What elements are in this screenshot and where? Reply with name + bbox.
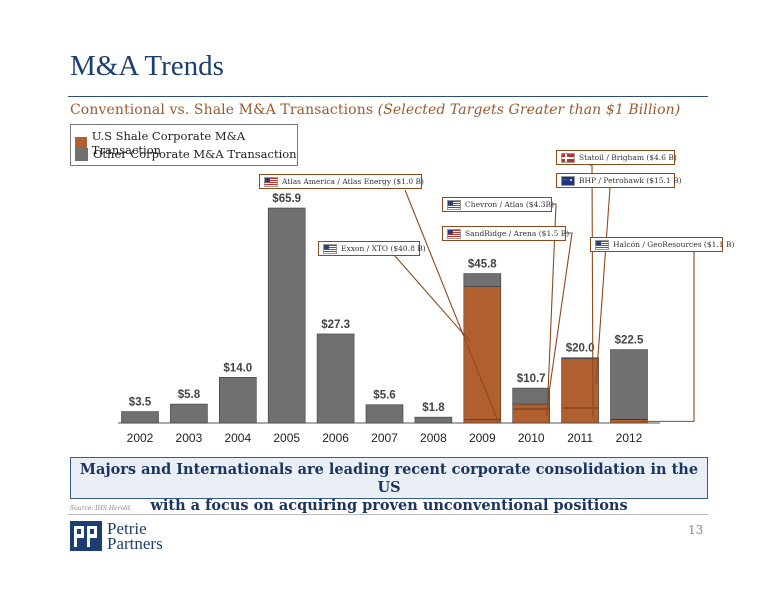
bar-shale-2010 [512,403,551,424]
us-flag-icon [595,239,609,250]
bar-other-2003 [170,403,208,424]
callout-statoil-brigham: Statoil / Brigham ($4.6 B) [556,150,677,165]
callout-label: Exxon / XTO ($40.8 B) [341,244,426,253]
callout-atlas-america: Atlas America / Atlas Energy ($1.0 B) [259,174,424,189]
bar-other-2012 [610,349,648,420]
chart-subtitle: Conventional vs. Shale M&A Transactions … [70,102,680,118]
callout-leader-line [589,164,594,417]
x-tick-label-2011: 2011 [567,431,593,445]
callout-label: Halcón / GeoResources ($1.1 B) [613,240,735,249]
x-tick-label-2002: 2002 [127,431,154,445]
x-tick-label-2010: 2010 [518,431,545,445]
x-tick-label-2008: 2008 [420,431,447,445]
data-label-2005: $65.9 [272,193,301,205]
us-flag-icon [264,176,278,187]
callout-label: Chevron / Atlas ($4.3B) [465,200,554,209]
callout-label: Statoil / Brigham ($4.6 B) [579,153,677,162]
bar-shale-2009 [463,286,502,424]
data-label-2007: $5.6 [373,390,395,402]
title-divider [68,96,708,97]
data-label-2004: $14.0 [223,362,252,374]
legend-label-shale: U.S Shale Corporate M&A Transaction [91,129,246,157]
callout-chevron-atlas: Chevron / Atlas ($4.3B) [442,197,554,212]
legend-swatch-shale [75,136,87,150]
summary-line-2: with a focus on acquiring proven unconve… [150,497,628,514]
callout-leader-line [546,203,557,417]
callout-sandridge-arena: SandRidge / Arena ($1.5 B) [442,226,570,241]
bar-other-2004 [219,377,257,424]
legend-label-other: Other Corporate M&A Transaction [93,147,297,161]
data-label-2009: $45.8 [468,259,497,271]
australia-flag-icon [561,175,575,186]
callout-leader-line [546,232,573,407]
x-tick-label-2009: 2009 [469,431,496,445]
data-label-2011: $20.0 [566,343,595,355]
data-label-2002: $3.5 [129,397,152,409]
logo-mark-icon [70,521,102,551]
legend-item-shale: U.S Shale Corporate M&A Transaction [75,129,297,157]
legend-swatch-other [75,147,88,161]
data-label-2008: $1.8 [422,402,445,414]
data-label-2003: $5.8 [178,389,201,401]
norway-flag-icon [561,152,575,163]
callout-bhp-petrohawk: BHP / Petrohawk ($15.1 B) [556,173,682,188]
bar-other-2007 [365,404,404,424]
callout-exxon-xto: Exxon / XTO ($40.8 B) [318,241,426,256]
callout-leader-line [641,252,695,422]
summary-line-1: Majors and Internationals are leading re… [79,461,699,496]
bar-other-2009 [463,273,502,287]
bar-other-2008 [414,416,453,424]
page-number: 13 [688,523,704,537]
us-flag-icon [323,243,337,254]
callout-label: Atlas America / Atlas Energy ($1.0 B) [282,177,424,186]
us-flag-icon [447,199,461,210]
callout-label: BHP / Petrohawk ($15.1 B) [579,176,682,185]
bar-other-2006 [316,333,355,424]
x-tick-label-2006: 2006 [322,431,349,445]
logo-text: Petrie Partners [107,519,163,553]
company-logo: Petrie Partners [70,519,163,553]
data-label-2012: $22.5 [615,335,644,347]
footer-divider [68,514,708,515]
callout-leader-line [595,187,611,384]
legend-item-other: Other Corporate M&A Transaction [75,147,297,161]
logo-line-2: Partners [107,534,163,553]
subtitle-qualifier: (Selected Targets Greater than $1 Billio… [377,102,681,118]
x-tick-label-2012: 2012 [616,431,643,445]
callout-halcon-georesources: Halcón / GeoResources ($1.1 B) [590,237,734,252]
callout-leader-line [394,255,471,342]
callout-leader-line [404,189,499,422]
bar-other-2005 [267,207,306,424]
x-tick-label-2004: 2004 [224,431,251,445]
summary-callout: Majors and Internationals are leading re… [70,457,708,514]
logo-line-1: Petrie [107,519,147,538]
source-note: Source: IHS Herold. [70,505,132,512]
x-tick-label-2005: 2005 [273,431,300,445]
x-tick-label-2007: 2007 [371,431,398,445]
data-label-2006: $27.3 [321,319,350,331]
bar-other-2002 [121,411,159,424]
bar-other-2011 [561,357,599,360]
chart-legend: U.S Shale Corporate M&A Transaction Othe… [70,124,298,166]
x-tick-label-2003: 2003 [176,431,203,445]
page-title: M&A Trends [70,50,224,82]
callout-label: SandRidge / Arena ($1.5 B) [465,229,570,238]
bar-other-2010 [512,387,551,405]
data-label-2010: $10.7 [517,373,546,385]
us-flag-icon [447,228,461,239]
subtitle-main: Conventional vs. Shale M&A Transactions [70,102,378,118]
